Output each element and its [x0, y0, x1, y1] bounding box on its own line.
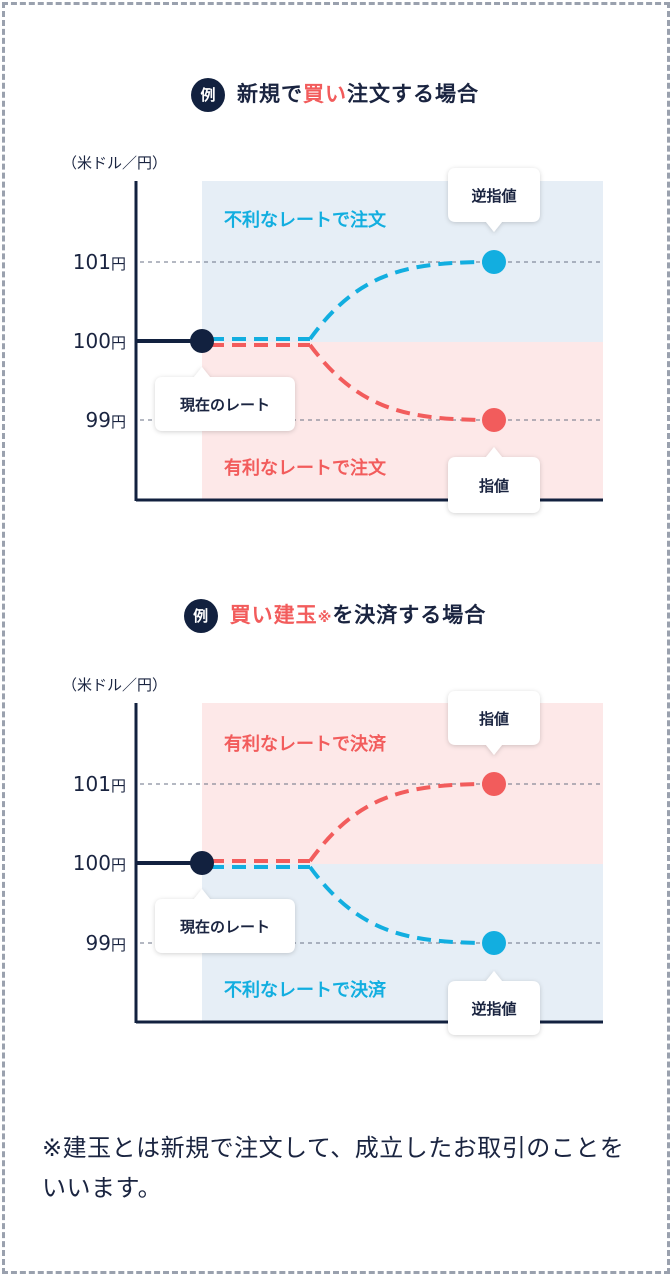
diagram1-chart: （米ドル／円） 101円 100円 99円 不利なレートで注文 有利なレートで注…	[0, 150, 670, 513]
lower-callout-text: 指値	[479, 477, 509, 495]
upper-zone-text: 不利なレートで注文	[224, 209, 387, 231]
footnote: ※建玉とは新規で注文して、成立したお取引のことをいいます。	[42, 1134, 625, 1202]
example-badge: 例	[191, 78, 225, 112]
tick-99: 99円	[86, 931, 126, 955]
tick-101: 101円	[73, 772, 126, 796]
red-curve-down	[308, 343, 495, 422]
lower-callout-text: 逆指値	[471, 1000, 516, 1018]
heading-text-post: を決済する場合	[332, 603, 487, 627]
lower-callout	[448, 971, 540, 1035]
diagram2-chart: （米ドル／円） 101円 100円 99円 有利なレートで決済 不利なレートで決…	[0, 672, 670, 1035]
heading-text-post: 注文する場合	[347, 82, 479, 106]
upper-zone-text: 有利なレートで決済	[224, 733, 387, 755]
unit-label: （米ドル／円）	[62, 676, 167, 694]
blue-curve-down	[308, 865, 495, 945]
lower-zone-text: 有利なレートで注文	[224, 457, 387, 479]
lower-order-dot	[482, 408, 506, 432]
upper-callout-text: 指値	[479, 710, 509, 728]
current-rate-dot	[190, 329, 214, 353]
example-badge: 例	[183, 599, 218, 633]
current-callout	[155, 889, 295, 953]
upper-order-dot	[482, 250, 506, 274]
heading-footnote-mark: ※	[317, 610, 333, 626]
current-callout	[155, 367, 295, 431]
tick-99: 99円	[86, 408, 126, 432]
diagram1-heading: 例新規で買い注文する場合	[0, 78, 670, 112]
heading-accent: 買い	[303, 82, 347, 106]
tick-100: 100円	[73, 851, 126, 875]
upper-callout	[448, 168, 540, 232]
lower-zone-text: 不利なレートで決済	[224, 979, 387, 1001]
current-rate-dot	[190, 851, 214, 875]
tick-100: 100円	[73, 329, 126, 353]
red-curve-up	[308, 782, 495, 863]
lower-callout	[448, 447, 540, 513]
diagram2-heading: 例買い建玉※を決済する場合	[0, 599, 670, 633]
unit-label: （米ドル／円）	[62, 154, 167, 172]
tick-101: 101円	[73, 250, 126, 274]
blue-curve-up	[308, 260, 495, 341]
heading-text-pre: 新規で	[237, 82, 303, 106]
upper-callout	[448, 691, 540, 755]
upper-callout-text: 逆指値	[471, 187, 516, 205]
lower-order-dot	[482, 931, 506, 955]
current-callout-text: 現在のレート	[180, 396, 270, 414]
upper-order-dot	[482, 772, 506, 796]
current-callout-text: 現在のレート	[180, 918, 270, 936]
heading-accent: 買い建玉	[229, 603, 318, 627]
